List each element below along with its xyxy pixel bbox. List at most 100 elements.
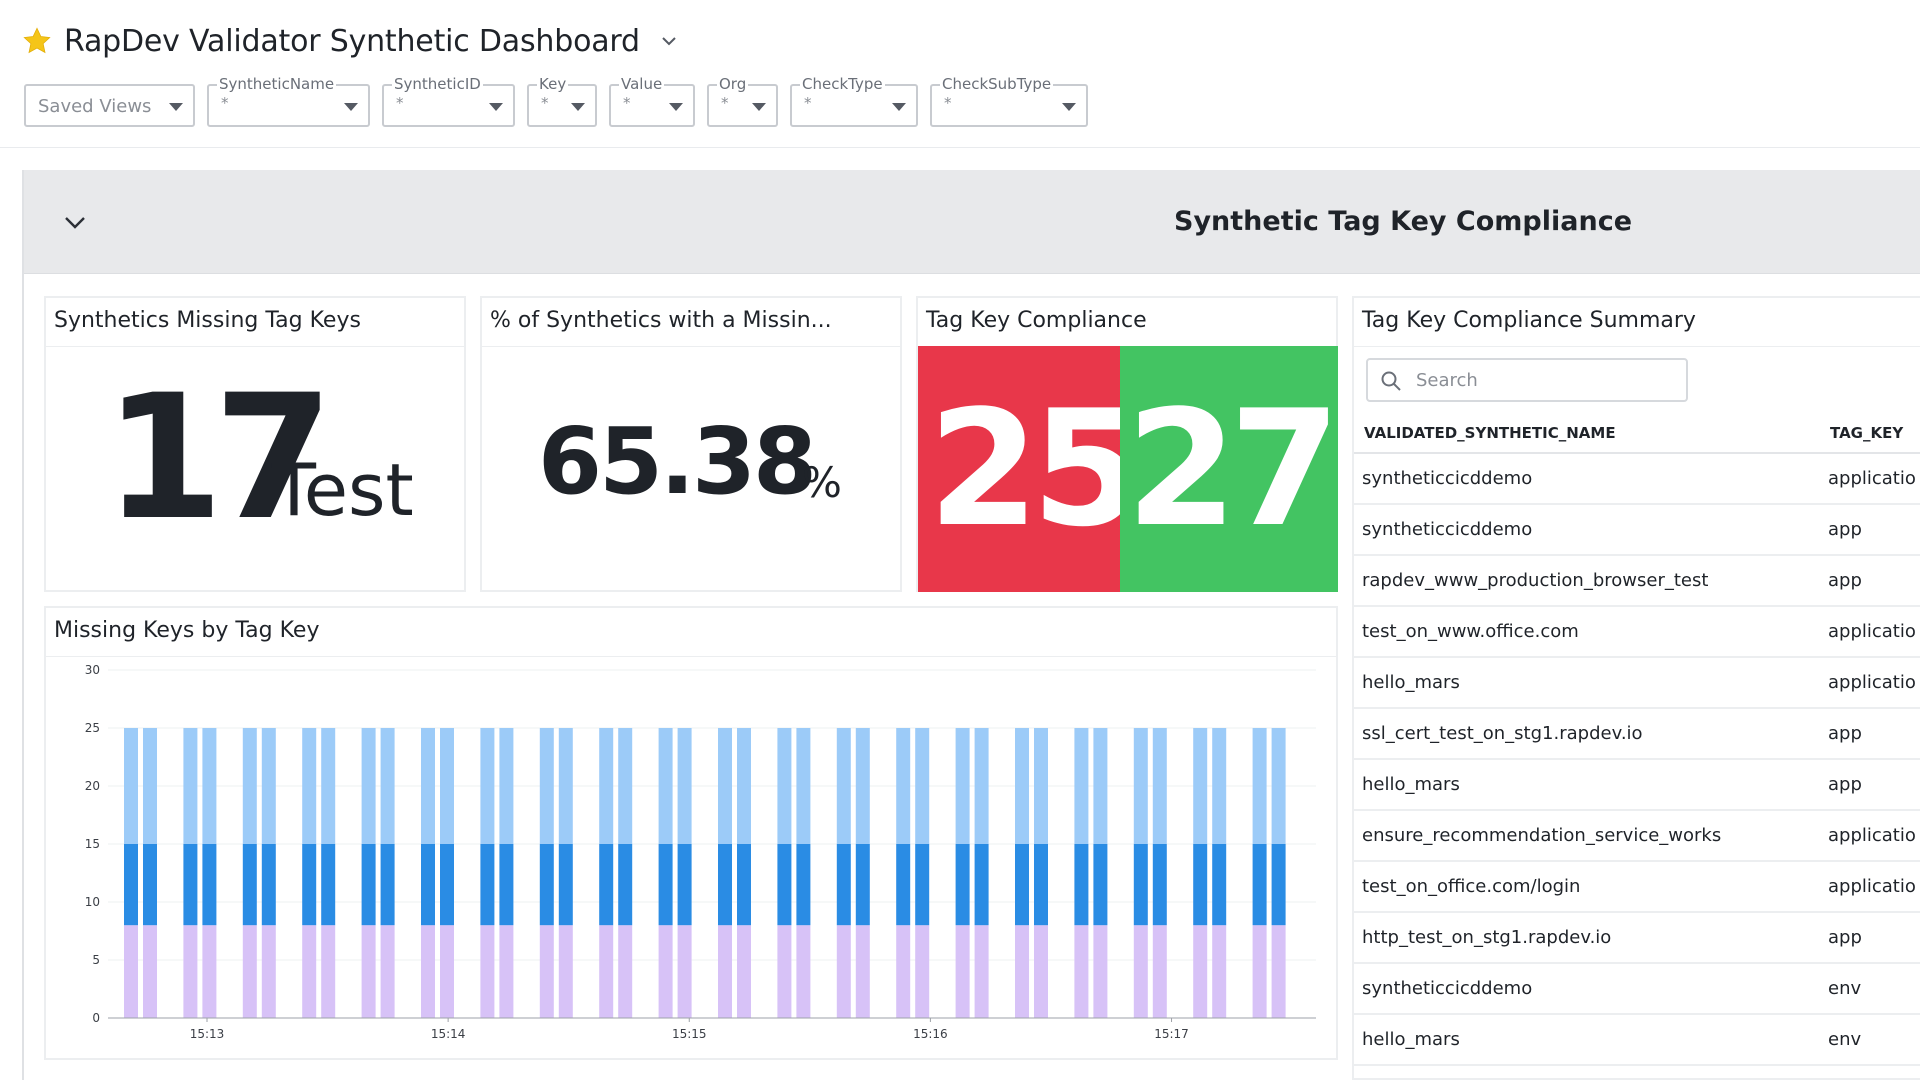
table-row[interactable]: hello_mars applicatio (1354, 658, 1920, 709)
table-row[interactable]: ssl_cert_test_on_stg1.rapdev.io app (1354, 709, 1920, 760)
dashboard-title[interactable]: RapDev Validator Synthetic Dashboard (64, 23, 640, 59)
bar-segment (836, 844, 851, 926)
caret-down-icon (752, 103, 766, 111)
compliant-tile: 27 (1120, 346, 1341, 592)
bar-segment (1133, 925, 1148, 1018)
noncompliant-count: 25 (928, 375, 1143, 562)
variable-value: * (944, 94, 952, 112)
bar-segment (1034, 728, 1048, 844)
group-title: Synthetic Tag Key Compliance (1174, 206, 1633, 237)
saved-views-dropdown[interactable]: Saved Views (24, 84, 195, 127)
bar-segment (677, 844, 692, 926)
bar-segment (1034, 925, 1048, 1018)
bar-segment (480, 925, 495, 1018)
bar-segment (974, 844, 989, 926)
variable-syntheticid[interactable]: SyntheticID * (382, 75, 515, 127)
caret-down-icon (344, 103, 358, 111)
widget-title: Missing Keys by Tag Key (54, 618, 320, 643)
column-header-synthetic-name[interactable]: VALIDATED_SYNTHETIC_NAME (1364, 424, 1616, 442)
bar-segment (796, 844, 811, 926)
table-row[interactable]: hello_mars env (1354, 1015, 1920, 1066)
y-tick-label: 25 (85, 721, 100, 735)
bar-segment (558, 925, 573, 1018)
y-tick-label: 15 (85, 837, 100, 851)
table-row[interactable]: rapdev_www_production_browser_test app (1354, 556, 1920, 607)
bar-segment (261, 844, 276, 926)
caret-down-icon (669, 103, 683, 111)
bar-segment (143, 728, 157, 844)
table-row[interactable]: syntheticcicddemo app (1354, 505, 1920, 556)
bar-segment (896, 925, 911, 1018)
bar-segment (1212, 844, 1227, 926)
title-row: RapDev Validator Synthetic Dashboard (22, 18, 678, 64)
bar-segment (480, 728, 495, 844)
variable-org[interactable]: Org * (707, 75, 778, 127)
bar-segment (499, 844, 514, 926)
variable-value: * (721, 94, 729, 112)
variable-label: CheckSubType (940, 75, 1054, 93)
search-input[interactable] (1416, 367, 1676, 393)
widget-title: Synthetics Missing Tag Keys (54, 308, 361, 333)
bar-segment (380, 844, 395, 926)
chevron-down-icon[interactable] (660, 32, 678, 50)
tag-key-compliance-widget[interactable]: Tag Key Compliance 25 27 (916, 296, 1341, 592)
variable-key[interactable]: Key * (527, 75, 597, 127)
table-row[interactable]: syntheticcicddemo env (1354, 964, 1920, 1015)
column-header-tag-key[interactable]: TAG_KEY (1830, 424, 1904, 442)
saved-views-value: Saved Views (38, 96, 152, 117)
widget-title: Tag Key Compliance Summary (1362, 308, 1696, 333)
bar-segment (1193, 844, 1208, 926)
bar-segment (1034, 844, 1048, 926)
bar-segment (896, 844, 911, 926)
group-header[interactable]: Synthetic Tag Key Compliance (24, 170, 1920, 274)
star-icon[interactable] (22, 26, 52, 56)
cell-tag-key: app (1828, 570, 1862, 591)
bar-segment (421, 728, 435, 844)
bar-segment (242, 925, 257, 1018)
query-value-unit: % (802, 458, 842, 507)
bar-segment (421, 925, 435, 1018)
table-row[interactable]: test_on_www.office.com applicatio (1354, 607, 1920, 658)
variable-checksubtype[interactable]: CheckSubType * (930, 75, 1088, 127)
bar-segment (440, 844, 454, 926)
y-tick-label: 30 (85, 663, 100, 677)
stacked-bar-chart[interactable]: 0 5 10 15 20 25 30 15:13 15:14 15:15 15:16 15:17 (46, 660, 1336, 1058)
widget-title: Tag Key Compliance (926, 308, 1147, 333)
table-row[interactable]: hello_mars app (1354, 760, 1920, 811)
cell-tag-key: applicatio (1828, 672, 1916, 693)
bar-segment (440, 728, 454, 844)
bar-segment (1015, 925, 1029, 1018)
bar-segment (499, 925, 514, 1018)
bar-segment (183, 925, 198, 1018)
bar-segment (499, 728, 514, 844)
chevron-down-icon[interactable] (62, 212, 88, 232)
bar-segment (855, 925, 870, 1018)
bar-segment (1133, 728, 1148, 844)
table-body: syntheticcicddemo applicatio syntheticcicd… (1354, 454, 1920, 1066)
variable-value: * (804, 94, 812, 112)
bar-segment (1252, 844, 1267, 926)
variable-checktype[interactable]: CheckType * (790, 75, 918, 127)
bar-segment (718, 925, 732, 1018)
bar-segment (1152, 844, 1167, 926)
table-row[interactable]: syntheticcicddemo applicatio (1354, 454, 1920, 505)
cell-synthetic-name: syntheticcicddemo (1362, 978, 1533, 999)
table-row[interactable]: ensure_recommendation_service_works appli… (1354, 811, 1920, 862)
cell-synthetic-name: rapdev_www_production_browser_test (1362, 570, 1709, 591)
missing-tag-keys-widget[interactable]: Synthetics Missing Tag Keys 17 Test (44, 296, 466, 592)
variable-syntheticname[interactable]: SyntheticName * (207, 75, 370, 127)
compliance-summary-widget[interactable]: Tag Key Compliance Summary VALIDATED_SYN… (1352, 296, 1920, 1080)
bar-segment (321, 728, 336, 844)
variable-value: * (541, 94, 549, 112)
bar-segment (1252, 728, 1267, 844)
search-box[interactable] (1366, 358, 1688, 402)
cell-synthetic-name: ensure_recommendation_service_works (1362, 825, 1722, 846)
percent-missing-widget[interactable]: % of Synthetics with a Missin... 65.38 % (480, 296, 902, 592)
variable-value-filter[interactable]: Value * (609, 75, 695, 127)
cell-tag-key: app (1828, 519, 1862, 540)
bar-segment (143, 925, 157, 1018)
bar-segment (1093, 925, 1108, 1018)
table-row[interactable]: test_on_office.com/login applicatio (1354, 862, 1920, 913)
table-row[interactable]: http_test_on_stg1.rapdev.io app (1354, 913, 1920, 964)
missing-keys-chart-widget[interactable]: Missing Keys by Tag Key 0 5 10 15 20 25 30 15:1… (44, 606, 1338, 1060)
